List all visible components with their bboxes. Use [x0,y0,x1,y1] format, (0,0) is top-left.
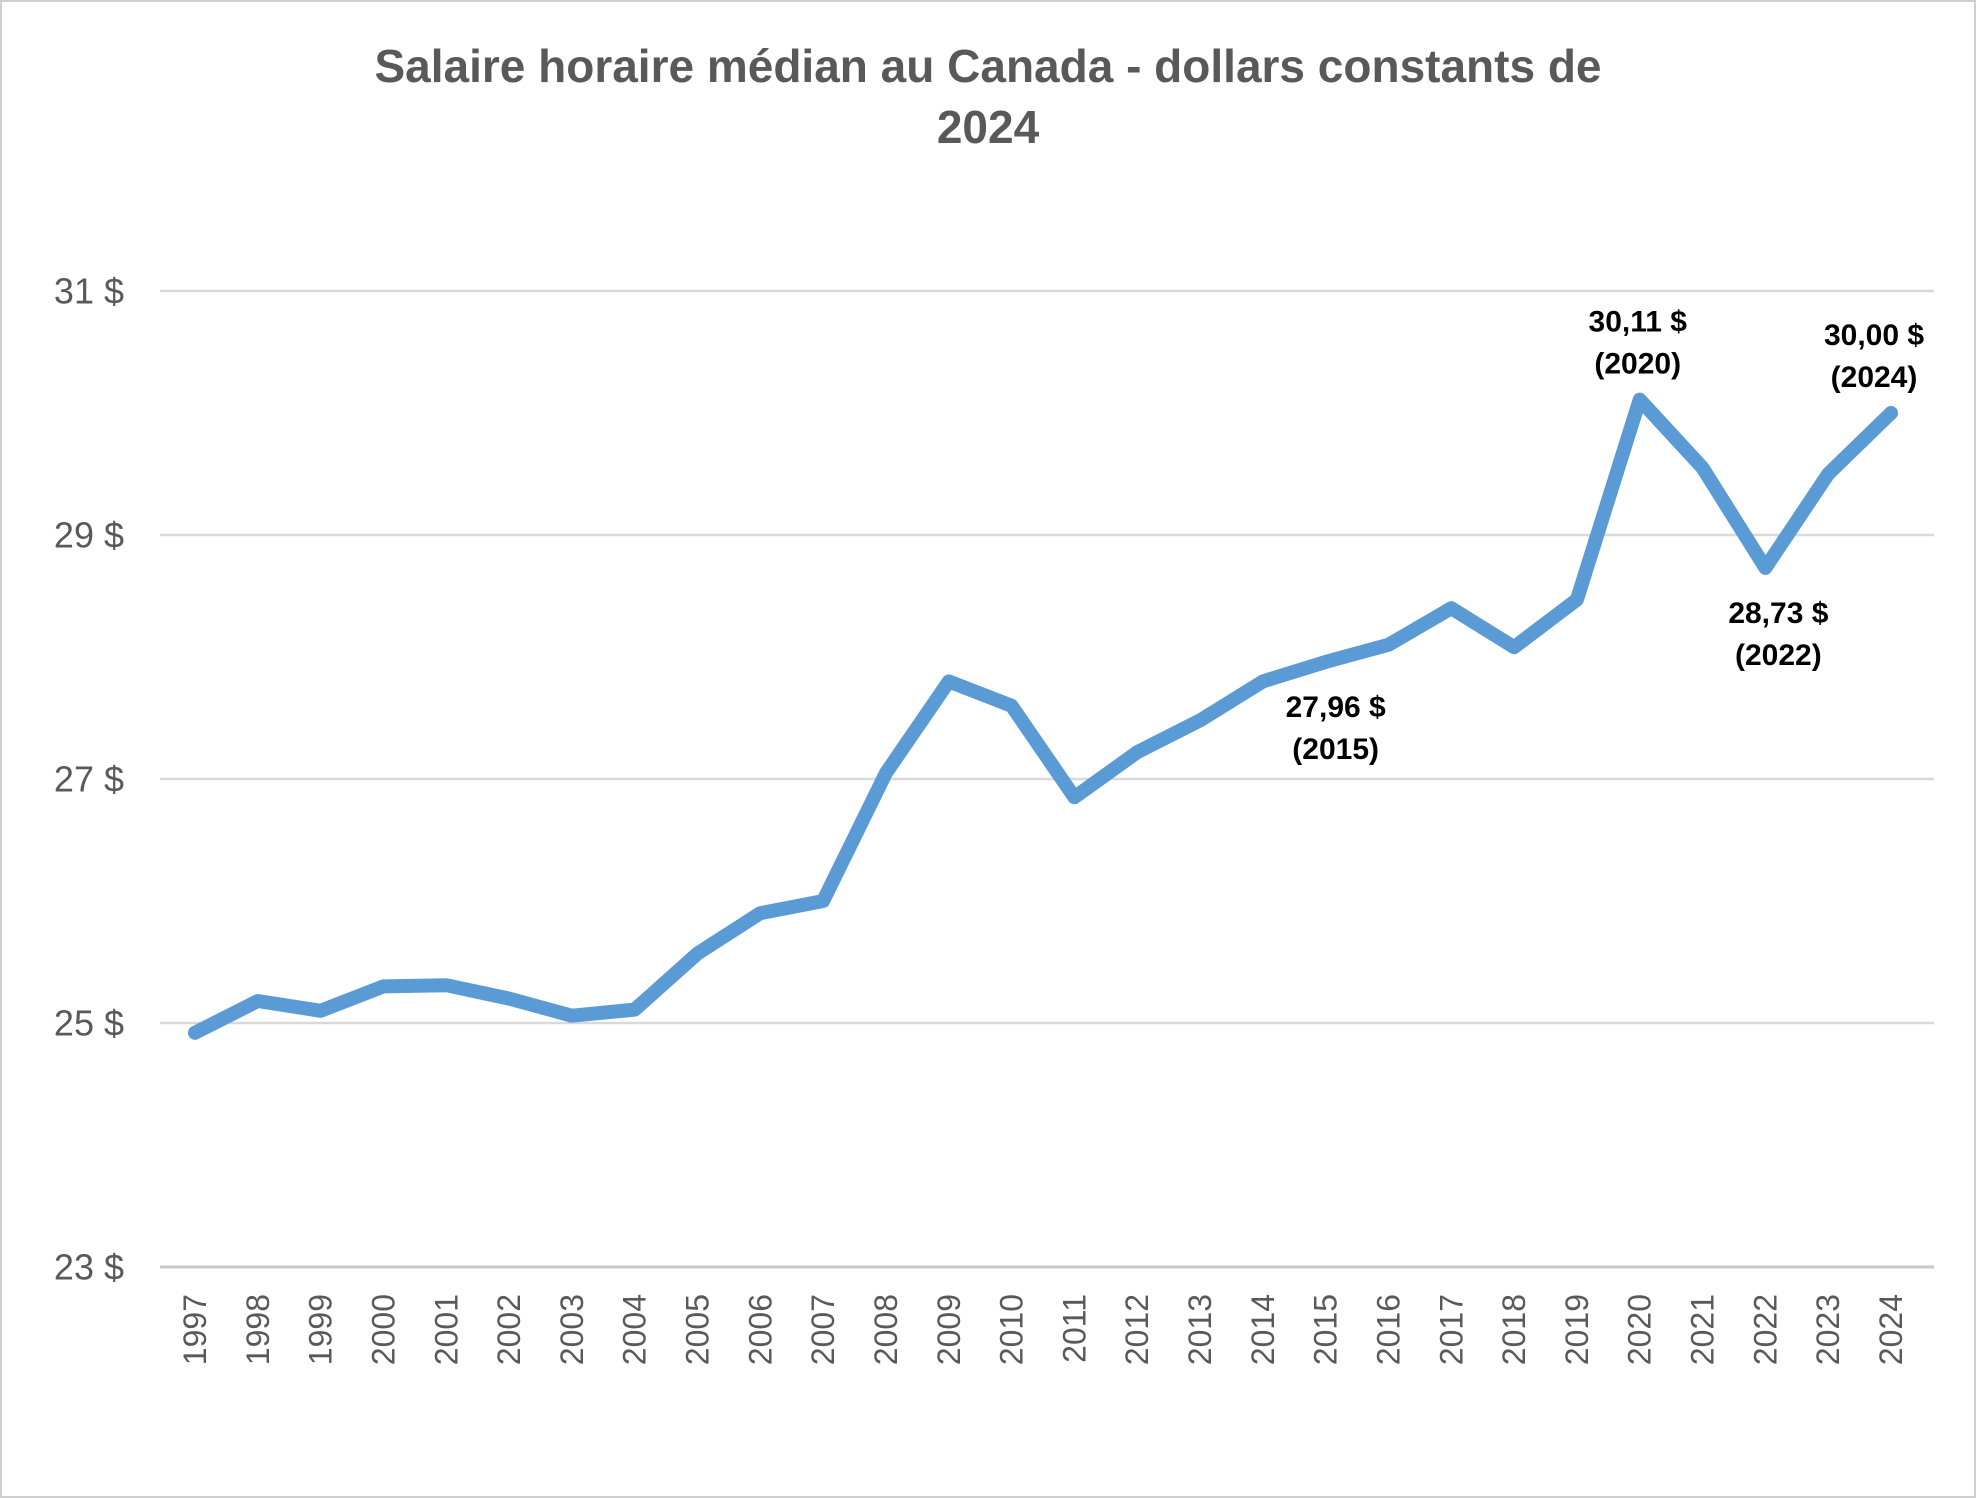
chart-title: Salaire horaire médian au Canada - dolla… [374,40,1602,153]
x-axis-tick-label: 2019 [1559,1294,1595,1365]
x-axis-tick-label: 2015 [1308,1294,1344,1365]
data-label-2015-value: 27,96 $ [1286,691,1386,724]
y-axis-tick-label: 27 $ [54,759,124,800]
x-axis-tick-label: 2006 [742,1294,778,1365]
y-axis-tick-label: 23 $ [54,1247,124,1288]
x-axis-tick-label: 2013 [1182,1294,1218,1365]
x-axis-tick-label: 2018 [1496,1294,1532,1365]
x-axis-tick-label: 1999 [303,1294,339,1365]
x-axis-tick-label: 2004 [617,1294,653,1365]
data-label-2020-value: 30,11 $ [1589,306,1688,339]
data-label-2022-year: (2022) [1735,639,1822,672]
data-label-2020-year: (2020) [1594,348,1681,381]
data-label-2024-year: (2024) [1831,361,1918,394]
x-axis-tick-label: 1997 [177,1294,213,1365]
x-axis-tick-label: 2002 [491,1294,527,1365]
y-axis-tick-label: 29 $ [54,515,124,556]
data-label-2015-year: (2015) [1292,733,1379,766]
data-label-2022-value: 28,73 $ [1728,597,1828,630]
x-axis-tick-label: 2012 [1119,1294,1155,1365]
x-axis-tick-label: 2017 [1433,1294,1469,1365]
x-axis-tick-label: 2016 [1370,1294,1406,1365]
x-axis-tick-label: 2023 [1810,1294,1846,1365]
x-axis-tick-label: 2005 [680,1294,716,1365]
x-axis-tick-label: 2003 [554,1294,590,1365]
x-axis-tick-label: 2009 [931,1294,967,1365]
x-axis-tick-label: 2008 [868,1294,904,1365]
x-axis-tick-label: 2020 [1622,1294,1658,1365]
y-axis-tick-label: 31 $ [54,271,124,312]
x-axis-tick-label: 2001 [428,1294,464,1365]
x-axis-tick-label: 2007 [805,1294,841,1365]
x-axis-tick-label: 2010 [994,1294,1030,1365]
x-axis-tick-label: 1998 [240,1294,276,1365]
y-axis-tick-label: 25 $ [54,1003,124,1044]
x-axis-tick-label: 2000 [365,1294,401,1365]
x-axis-tick-label: 2024 [1873,1294,1909,1365]
data-label-2024-value: 30,00 $ [1824,319,1924,352]
x-axis-tick-label: 2022 [1747,1294,1783,1365]
wage-series-line [188,392,1898,1040]
x-axis-tick-label: 2021 [1685,1294,1721,1365]
x-axis-tick-label: 2011 [1056,1294,1092,1363]
x-axis-tick-label: 2014 [1245,1294,1281,1365]
